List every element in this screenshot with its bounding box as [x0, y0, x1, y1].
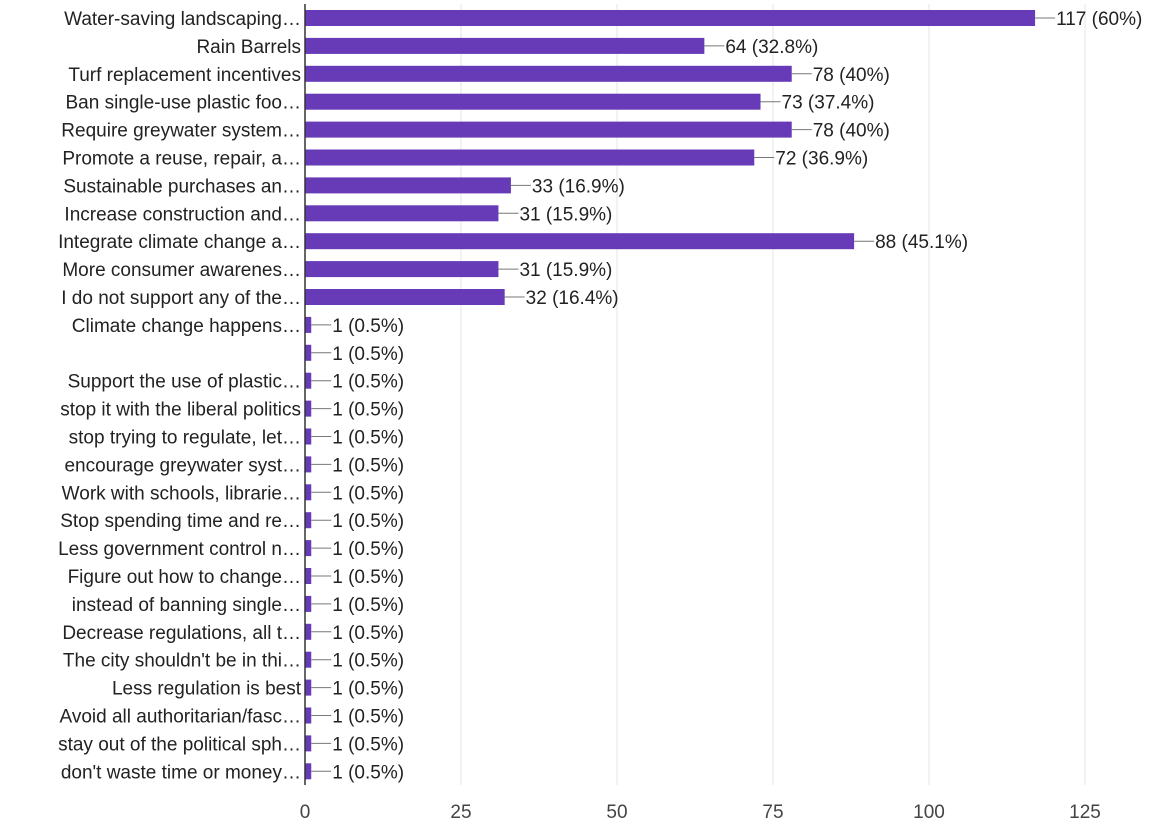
category-label: Ban single-use plastic foo… — [65, 93, 301, 114]
value-label: 72 (36.9%) — [775, 149, 868, 170]
value-label: 78 (40%) — [813, 65, 890, 86]
category-label: Require greywater system… — [61, 121, 301, 142]
bar — [305, 316, 312, 333]
value-label: 33 (16.9%) — [532, 176, 625, 197]
bar — [305, 177, 511, 194]
value-labels: 117 (60%) 64 (32.8%) 78 (40%) 73 (37.4%) 78 … — [311, 9, 1142, 783]
category-label: Turf replacement incentives — [68, 65, 301, 86]
x-tick-label: 125 — [1069, 802, 1101, 823]
bar — [305, 400, 312, 417]
category-label: Rain Barrels — [196, 37, 301, 58]
value-label: 31 (15.9%) — [519, 260, 612, 281]
bar — [305, 428, 312, 445]
bar — [305, 205, 499, 222]
category-label: don't waste time or money… — [61, 762, 301, 783]
bar — [305, 149, 755, 166]
x-axis-ticks: 0 25 50 75 100 125 — [300, 802, 1101, 823]
category-label: Work with schools, librarie… — [62, 483, 301, 504]
category-label: The city shouldn't be in thi… — [63, 651, 301, 672]
bar — [305, 456, 312, 473]
category-label: I do not support any of the… — [61, 288, 301, 309]
value-label: 1 (0.5%) — [332, 623, 404, 644]
category-label: stay out of the political sph… — [58, 734, 301, 755]
bar — [305, 484, 312, 501]
value-label: 1 (0.5%) — [332, 679, 404, 700]
bars — [305, 10, 1036, 780]
category-label: More consumer awarenes… — [62, 260, 301, 281]
category-label: Figure out how to change… — [68, 567, 301, 588]
value-label: 1 (0.5%) — [332, 372, 404, 393]
bar — [305, 65, 792, 82]
category-label: Less regulation is best — [112, 679, 302, 700]
value-label: 78 (40%) — [813, 121, 890, 142]
category-label: Support the use of plastic… — [68, 372, 301, 393]
bar — [305, 679, 312, 696]
value-label: 31 (15.9%) — [519, 204, 612, 225]
bar — [305, 37, 705, 54]
bar — [305, 651, 312, 668]
value-label: 1 (0.5%) — [332, 567, 404, 588]
value-label: 1 (0.5%) — [332, 483, 404, 504]
category-label: Avoid all authoritarian/fasc… — [60, 707, 302, 728]
bar — [305, 344, 312, 361]
value-label: 117 (60%) — [1056, 9, 1142, 30]
category-label: Stop spending time and re… — [60, 511, 301, 532]
value-label: 1 (0.5%) — [332, 344, 404, 365]
x-tick-label: 0 — [300, 802, 311, 823]
category-label: Climate change happens… — [72, 316, 301, 337]
x-tick-label: 75 — [762, 802, 783, 823]
category-label: Promote a reuse, repair, a… — [62, 149, 301, 170]
gridlines — [460, 4, 1086, 785]
category-labels: Water-saving landscaping… Rain Barrels Tur… — [58, 9, 302, 783]
category-label: encourage greywater syst… — [64, 455, 301, 476]
bar — [305, 261, 499, 278]
value-label: 1 (0.5%) — [332, 400, 404, 421]
bar — [305, 623, 312, 640]
category-label: stop trying to regulate, let… — [69, 428, 301, 449]
value-label: 1 (0.5%) — [332, 539, 404, 560]
bar — [305, 121, 792, 138]
bar — [305, 289, 505, 305]
category-label: Decrease regulations, all t… — [62, 623, 301, 644]
category-label: Increase construction and… — [64, 204, 301, 225]
value-label: 1 (0.5%) — [332, 595, 404, 616]
value-label: 1 (0.5%) — [332, 316, 404, 337]
category-label: stop it with the liberal politics — [60, 400, 301, 421]
value-label: 1 (0.5%) — [332, 455, 404, 476]
value-label: 1 (0.5%) — [332, 651, 404, 672]
value-label: 32 (16.4%) — [526, 288, 619, 309]
bar — [305, 763, 312, 780]
bar — [305, 10, 1036, 26]
bar — [305, 93, 761, 110]
value-label: 1 (0.5%) — [332, 762, 404, 783]
value-label: 1 (0.5%) — [332, 428, 404, 449]
bar — [305, 233, 855, 250]
bar — [305, 707, 312, 724]
bar — [305, 595, 312, 612]
x-tick-label: 100 — [913, 802, 945, 823]
value-label: 1 (0.5%) — [332, 707, 404, 728]
bar — [305, 568, 312, 584]
value-label: 73 (37.4%) — [782, 93, 875, 114]
x-tick-label: 25 — [450, 802, 471, 823]
value-label: 88 (45.1%) — [875, 232, 968, 253]
bar — [305, 372, 312, 389]
x-tick-label: 50 — [606, 802, 627, 823]
value-label: 1 (0.5%) — [332, 734, 404, 755]
bar — [305, 735, 312, 752]
category-label: Water-saving landscaping… — [64, 9, 301, 30]
value-label: 64 (32.8%) — [725, 37, 818, 58]
bar — [305, 512, 312, 529]
category-label: Integrate climate change a… — [58, 232, 301, 253]
category-label: instead of banning single… — [72, 595, 301, 616]
category-label: Sustainable purchases an… — [63, 176, 301, 197]
value-label: 1 (0.5%) — [332, 511, 404, 532]
category-label: Less government control n… — [58, 539, 301, 560]
bar — [305, 540, 312, 557]
